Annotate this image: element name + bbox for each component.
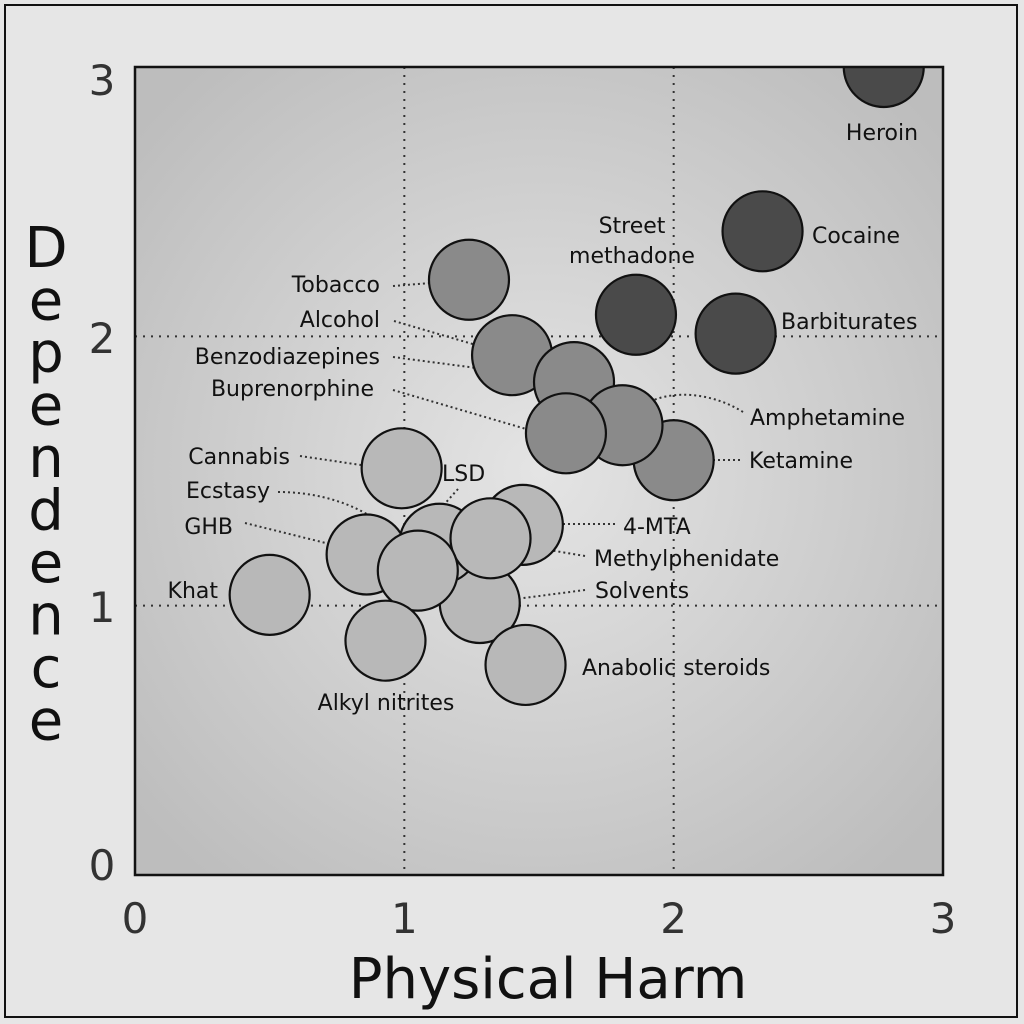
y-tick-label: 0 (89, 841, 116, 890)
leader-line (392, 280, 457, 287)
label-barbiturates: Barbiturates (781, 310, 917, 335)
label-methylphenidate: Methylphenidate (594, 547, 779, 572)
leader-line (392, 389, 551, 437)
y-tick-label: 3 (89, 56, 116, 105)
leader-line (431, 488, 459, 519)
label-4-mta: 4-MTA (623, 515, 691, 540)
label-cocaine: Cocaine (812, 224, 900, 249)
data-points (228, 67, 925, 707)
label-alkyl-nitrites: Alkyl nitrites (318, 691, 455, 716)
point-street-methadone (594, 273, 678, 356)
label-tobacco: Tobacco (291, 273, 380, 298)
x-tick-label: 1 (391, 894, 418, 943)
x-tick-label: 0 (122, 894, 149, 943)
plot-background (135, 67, 943, 875)
leader-line (393, 320, 501, 353)
label-methadone: methadone (569, 244, 695, 269)
point-cocaine (721, 190, 804, 273)
label-lsd: LSD (442, 462, 485, 487)
point-heroin (842, 67, 925, 109)
x-tick-label: 3 (930, 894, 957, 943)
label-alcohol: Alcohol (300, 308, 380, 333)
label-street: Street (599, 214, 666, 239)
label-amphetamine: Amphetamine (750, 406, 905, 431)
y-tick-label: 1 (89, 583, 116, 632)
tick-labels: 0 1 2 3 0 1 2 3 (89, 56, 957, 943)
grid (135, 67, 943, 875)
point-alkyl-nitrites (344, 599, 427, 682)
point-barbiturates (694, 292, 777, 375)
point-methylphenidate (449, 497, 532, 580)
x-axis-title: Physical Harm (349, 947, 748, 1012)
point-tobacco (427, 238, 511, 321)
label-anabolic-steroids: Anabolic steroids (582, 656, 770, 681)
label-benzodiazepines: Benzodiazepines (195, 345, 380, 370)
label-ghb: GHB (184, 515, 233, 540)
label-ketamine: Ketamine (749, 449, 853, 474)
label-cannabis: Cannabis (188, 445, 290, 470)
label-heroin: Heroin (846, 121, 918, 146)
label-buprenorphine: Buprenorphine (211, 377, 374, 402)
label-ecstasy: Ecstasy (186, 479, 270, 504)
label-solvents: Solvents (595, 579, 689, 604)
point-cannabis (360, 427, 443, 510)
point-khat (228, 553, 311, 636)
x-tick-label: 2 (660, 894, 687, 943)
label-khat: Khat (168, 579, 219, 604)
y-tick-label: 2 (89, 314, 116, 363)
point-ecstasy (376, 529, 459, 612)
point-anabolic-steroids (484, 623, 567, 707)
data-labels: Heroin Cocaine Street methadone Barbiturates… (168, 121, 919, 716)
plot-border (133, 65, 945, 877)
point-buprenorphine (524, 392, 608, 475)
